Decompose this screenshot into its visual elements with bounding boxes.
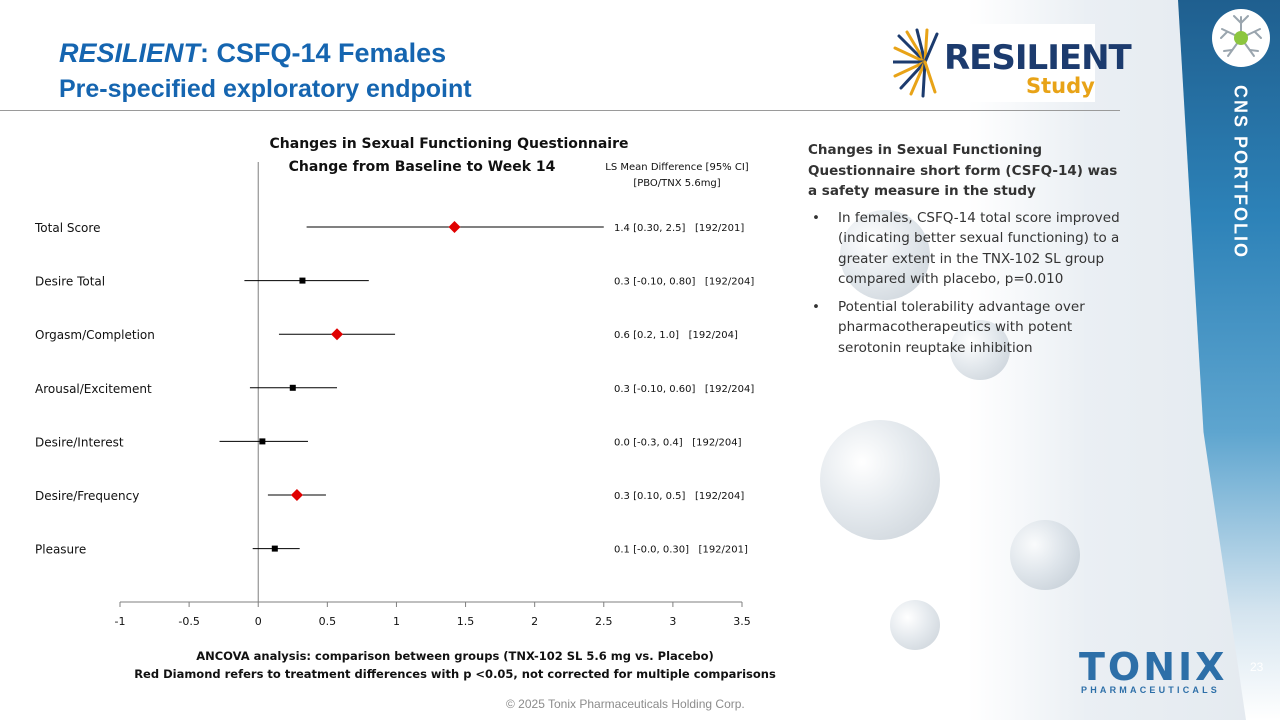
page-number: 23	[1250, 660, 1264, 674]
forest-plot: Changes in Sexual Functioning Questionna…	[34, 136, 754, 628]
row-label: Desire/Frequency	[35, 489, 139, 503]
slide-subtitle: Pre-specified exploratory endpoint	[59, 75, 472, 103]
row-label: Total Score	[34, 221, 100, 235]
estimate-marker-significant	[290, 489, 303, 501]
x-tick-label: -0.5	[178, 615, 199, 628]
row-annotation: 0.3 [-0.10, 0.60] [192/204]	[614, 384, 754, 395]
estimate-marker	[299, 277, 306, 284]
summary-bullets: In females, CSFQ-14 total score improved…	[808, 208, 1120, 359]
row-annotation: 0.3 [-0.10, 0.80] [192/204]	[614, 277, 754, 288]
x-tick-label: 2.5	[595, 615, 613, 628]
row-label: Arousal/Excitement	[35, 382, 152, 396]
row-label: Desire Total	[35, 275, 105, 289]
sunburst-icon	[893, 28, 939, 98]
summary-lead: Changes in Sexual Functioning Questionna…	[808, 142, 1118, 199]
neuron-icon	[1212, 9, 1270, 67]
x-tick-label: 2	[531, 615, 538, 628]
estimate-marker	[289, 384, 296, 391]
x-tick-label: 3.5	[733, 615, 751, 628]
side-label: CNS PORTFOLIO	[1230, 85, 1251, 259]
row-label: Desire/Interest	[35, 435, 124, 449]
x-tick-label: 0	[255, 615, 262, 628]
x-tick-label: 3	[669, 615, 676, 628]
chart-subtitle: Change from Baseline to Week 14	[289, 159, 556, 175]
x-tick-label: -1	[115, 615, 126, 628]
slide-title: RESILIENT: CSFQ-14 Females	[59, 38, 447, 68]
x-tick-label: 1	[393, 615, 400, 628]
significance-note: Red Diamond refers to treatment differen…	[134, 667, 776, 681]
column-header-line1: LS Mean Difference [95% CI]	[605, 162, 748, 173]
row-label: Pleasure	[35, 543, 86, 557]
resilient-study-logo: RESILIENT Study	[893, 24, 1132, 102]
estimate-marker	[259, 438, 266, 445]
estimate-marker-significant	[448, 221, 461, 233]
summary-bullet: Potential tolerability advantage over ph…	[808, 297, 1120, 359]
row-annotation: 1.4 [0.30, 2.5] [192/201]	[614, 223, 744, 234]
row-annotation: 0.6 [0.2, 1.0] [192/204]	[614, 330, 738, 341]
copyright-footer: © 2025 Tonix Pharmaceuticals Holding Cor…	[506, 697, 745, 711]
tonix-logo: TONIX PHARMACEUTICALS	[1079, 645, 1228, 695]
summary-bullet: In females, CSFQ-14 total score improved…	[808, 208, 1120, 290]
x-tick-label: 0.5	[319, 615, 337, 628]
row-label: Orgasm/Completion	[35, 328, 155, 342]
chart-title: Changes in Sexual Functioning Questionna…	[270, 136, 629, 152]
x-tick-label: 1.5	[457, 615, 475, 628]
row-annotation: 0.1 [-0.0, 0.30] [192/201]	[614, 545, 748, 556]
column-header-line2: [PBO/TNX 5.6mg]	[633, 178, 720, 189]
summary-text: Changes in Sexual Functioning Questionna…	[808, 140, 1120, 365]
estimate-marker-significant	[331, 328, 344, 341]
row-annotation: 0.3 [0.10, 0.5] [192/204]	[614, 491, 744, 502]
estimate-marker	[271, 545, 278, 552]
analysis-note: ANCOVA analysis: comparison between grou…	[196, 649, 714, 663]
row-annotation: 0.0 [-0.3, 0.4] [192/204]	[614, 437, 742, 448]
title-divider	[0, 110, 1120, 111]
